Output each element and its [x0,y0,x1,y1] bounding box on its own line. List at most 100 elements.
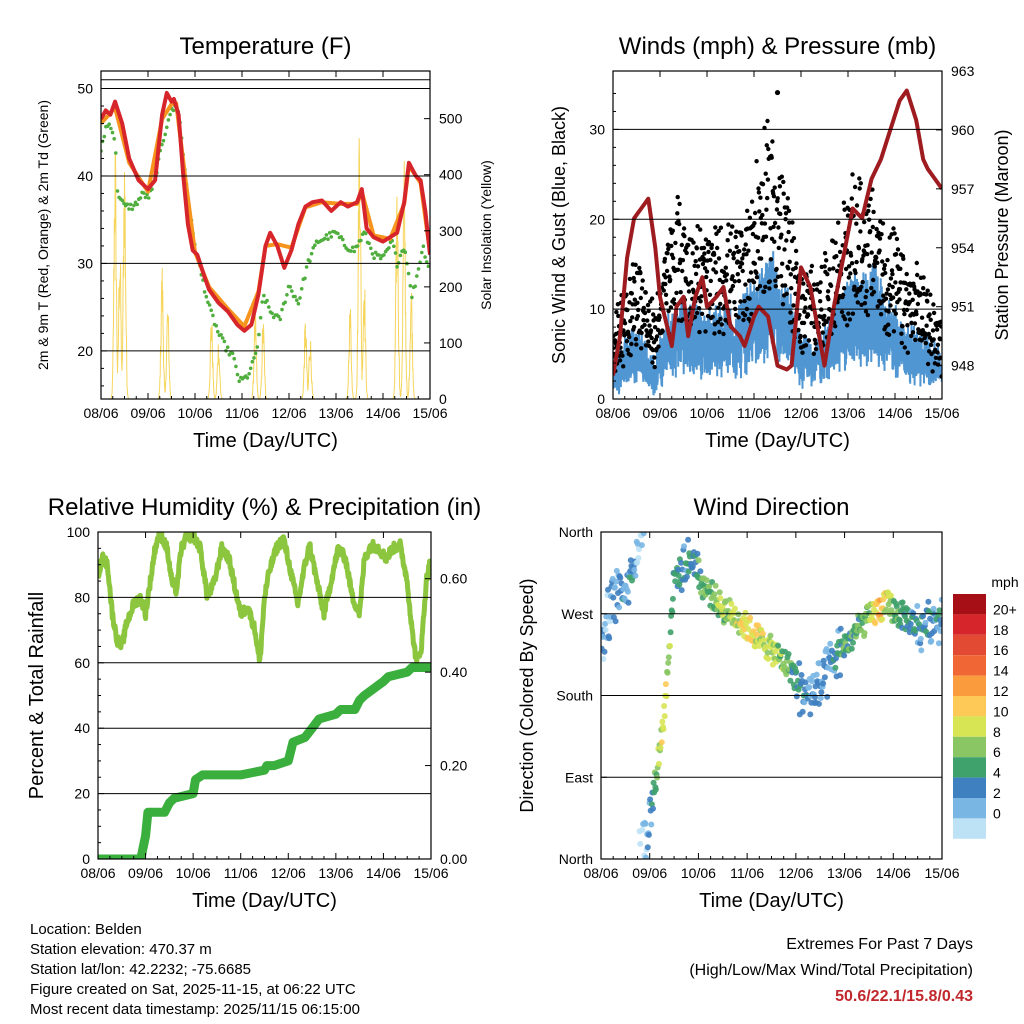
gust-point [772,239,777,244]
gust-point [923,340,928,346]
direction-point [648,821,655,828]
gust-point [710,314,715,319]
dewpoint-point [234,364,238,369]
dewpoint-point [135,202,139,207]
gust-point [869,285,874,291]
gust-point [627,276,633,282]
chart-title: Wind Direction [693,494,849,521]
x-tick-label: 14/06 [876,865,911,881]
gust-point [802,334,807,339]
gust-point [892,231,897,236]
gust-point [754,159,759,164]
gust-point [852,184,858,190]
colorbar-swatch [953,594,986,615]
x-tick-label: 09/06 [128,865,163,881]
direction-point [928,638,935,644]
y2-tick-label: 0.60 [440,571,467,587]
gust-point [877,248,882,253]
gust-point [711,252,717,257]
gust-point [930,369,935,374]
gust-point [719,322,724,327]
gust-point [681,226,687,231]
gust-point [888,303,893,308]
gust-point [921,286,926,291]
gust-point [939,324,942,329]
gust-point [721,331,726,337]
gust-point [886,332,892,337]
gust-point [905,323,910,328]
direction-point [893,603,900,610]
gust-point [931,302,936,307]
gust-point [854,203,860,208]
gust-point [866,203,871,208]
gust-point [743,282,748,287]
x-tick-label: 12/06 [783,405,818,421]
dewpoint-point [387,246,391,250]
gust-point [619,350,624,355]
gust-point [635,313,640,319]
dewpoint-point [339,235,344,239]
gust-point [752,261,757,266]
direction-point [644,844,651,851]
direction-point [848,645,855,652]
y-tick-label: 100 [67,524,91,540]
gust-point [888,276,894,281]
direction-point [745,625,752,632]
dewpoint-point [393,251,398,255]
x-tick-label: 09/06 [632,865,667,881]
gust-point [750,231,756,237]
gust-point [899,340,904,346]
gust-point [645,302,651,308]
solar-insolation-line [157,267,174,399]
gust-point [622,321,628,326]
gust-point [758,195,763,200]
gust-point [686,289,692,294]
gust-point [677,221,682,227]
dewpoint-point [166,118,171,122]
gust-point [774,207,780,212]
dewpoint-point [109,126,113,131]
direction-point [930,605,937,612]
direction-point [694,550,701,557]
gust-point [790,220,795,225]
colorbar-tick-label: 20+ [993,601,1017,617]
gust-point [636,307,641,313]
gust-point [846,264,852,269]
gust-point [734,229,739,234]
gust-point [847,317,853,322]
gust-point [836,220,841,225]
gust-point [897,297,902,302]
dewpoint-point [225,345,230,350]
gust-point [695,224,700,229]
gust-point [772,220,778,226]
x-tick-label: 15/06 [924,405,959,421]
y-tick-label: 60 [74,655,90,671]
gust-point [834,254,839,259]
y2-tick-label: 500 [439,111,463,127]
colorbar-swatch [953,655,986,676]
gust-point [824,258,829,263]
gust-point [682,233,687,239]
gust-point [673,240,678,246]
gust-point [840,292,846,298]
direction-point [660,726,667,733]
gust-point [752,221,757,226]
x-axis-label: Time (Day/UTC) [192,890,337,912]
gust-point [818,299,823,304]
gust-point [725,253,730,258]
plot-area [98,532,431,859]
solar-insolation-line [345,138,374,399]
colorbar-swatch [953,696,986,717]
direction-point [678,559,685,566]
direction-point [799,708,806,715]
gust-point [874,226,879,232]
dewpoint-point [424,260,429,264]
gust-point [651,312,656,317]
direction-point [796,660,803,667]
dewpoint-point [288,285,293,289]
y2-tick-label: 100 [439,335,463,351]
direction-point [662,681,669,688]
x-tick-label: 10/06 [176,865,211,881]
gust-point [932,361,938,366]
dewpoint-point [130,207,135,212]
